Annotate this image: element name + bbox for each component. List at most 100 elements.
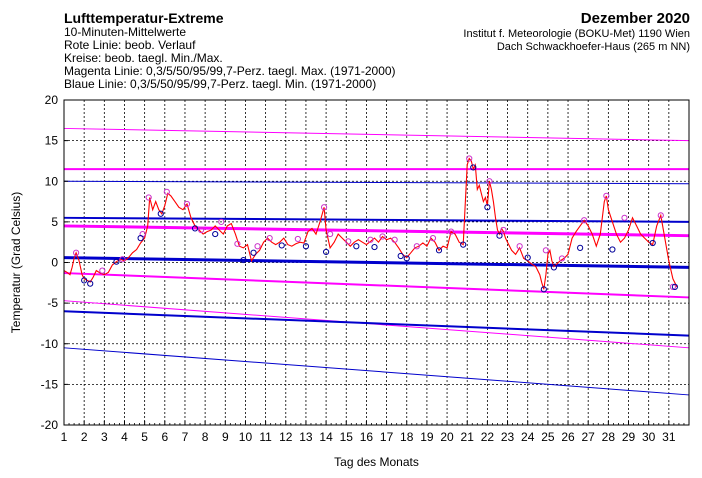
daily-max-point bbox=[466, 155, 473, 162]
max-percentile-line bbox=[63, 127, 690, 142]
daily-max-point bbox=[669, 283, 676, 290]
x-tick-label: 28 bbox=[602, 430, 616, 444]
x-tick-label: 6 bbox=[161, 430, 168, 444]
x-tick-label: 5 bbox=[141, 430, 148, 444]
x-tick-label: 21 bbox=[461, 430, 475, 444]
daily-min-point bbox=[609, 246, 616, 253]
daily-min-point bbox=[302, 243, 310, 250]
daily-max-point bbox=[542, 247, 549, 254]
y-axis-label: Temperatur (Grad Celsius) bbox=[9, 192, 23, 333]
daily-min-point bbox=[460, 241, 467, 248]
daily-max-point bbox=[447, 228, 455, 235]
daily-max-point bbox=[72, 249, 80, 256]
y-tick-label: -5 bbox=[47, 296, 58, 310]
daily-max-point bbox=[327, 230, 334, 238]
y-tick-label: -15 bbox=[41, 377, 59, 391]
min-percentile-line bbox=[63, 180, 690, 185]
daily-min-point bbox=[540, 286, 547, 293]
chart-header-right: Dezember 2020 Institut f. Meteorologie (… bbox=[463, 10, 690, 54]
daily-max-point bbox=[581, 217, 588, 224]
daily-max-point bbox=[163, 188, 170, 195]
daily-max-point bbox=[119, 256, 126, 263]
daily-max-point bbox=[379, 233, 386, 240]
daily-min-point bbox=[577, 244, 584, 251]
daily-max-point bbox=[486, 178, 493, 185]
observed-temperature-line bbox=[63, 157, 678, 290]
x-tick-label: 7 bbox=[182, 430, 189, 444]
daily-max-point bbox=[266, 235, 273, 242]
x-tick-label: 22 bbox=[481, 430, 495, 444]
daily-max-point bbox=[345, 238, 352, 245]
daily-min-point bbox=[240, 256, 247, 264]
daily-max-point bbox=[516, 243, 523, 250]
daily-max-point bbox=[500, 226, 507, 234]
daily-min-point bbox=[137, 235, 144, 242]
daily-max-point bbox=[558, 255, 566, 262]
min-percentile-line bbox=[63, 256, 690, 269]
daily-min-point bbox=[353, 243, 360, 250]
daily-max-point bbox=[99, 267, 106, 274]
x-tick-label: 4 bbox=[121, 430, 128, 444]
x-tick-label: 29 bbox=[622, 430, 636, 444]
daily-min-point bbox=[212, 230, 219, 238]
legend-circles: Kreise: beob. taegl. Min./Max. bbox=[64, 51, 223, 65]
daily-max-point bbox=[320, 204, 328, 211]
min-percentile-line bbox=[63, 347, 690, 396]
daily-max-point bbox=[254, 243, 261, 250]
x-tick-label: 23 bbox=[501, 430, 515, 444]
x-tick-label: 19 bbox=[420, 430, 434, 444]
institute-label: Institut f. Meteorologie (BOKU-Met) 1190… bbox=[463, 28, 690, 40]
x-axis-label: Tag des Monats bbox=[334, 455, 419, 469]
daily-max-point bbox=[429, 235, 437, 242]
daily-min-point bbox=[81, 277, 88, 284]
daily-max-point bbox=[183, 200, 191, 208]
chart-subtitle-resolution: 10-Minuten-Mittelwerte bbox=[64, 25, 187, 39]
chart-month: Dezember 2020 bbox=[580, 10, 690, 27]
daily-min-point bbox=[435, 247, 443, 254]
chart-title: Lufttemperatur-Extreme bbox=[64, 10, 224, 26]
x-tick-label: 1 bbox=[61, 430, 68, 444]
daily-min-point bbox=[113, 258, 120, 265]
daily-max-point bbox=[657, 212, 664, 219]
daily-min-point bbox=[470, 164, 477, 171]
x-tick-label: 17 bbox=[380, 430, 394, 444]
x-tick-label: 16 bbox=[360, 430, 374, 444]
daily-max-point bbox=[367, 236, 374, 243]
x-tick-label: 15 bbox=[340, 430, 354, 444]
y-tick-label: 10 bbox=[45, 174, 59, 188]
x-tick-label: 24 bbox=[521, 430, 535, 444]
x-tick-label: 13 bbox=[299, 430, 313, 444]
x-tick-label: 10 bbox=[239, 430, 253, 444]
min-percentile-line bbox=[63, 216, 690, 223]
x-tick-label: 11 bbox=[259, 430, 272, 444]
y-tick-label: 0 bbox=[51, 256, 58, 270]
x-tick-label: 14 bbox=[319, 430, 333, 444]
daily-min-point bbox=[278, 242, 285, 249]
daily-max-point bbox=[413, 243, 420, 250]
x-tick-label: 8 bbox=[202, 430, 209, 444]
daily-min-point bbox=[87, 280, 94, 287]
daily-min-point bbox=[550, 264, 558, 271]
daily-min-point bbox=[403, 255, 410, 262]
daily-max-point bbox=[621, 214, 628, 221]
y-tick-label: -10 bbox=[41, 337, 59, 351]
daily-min-point bbox=[496, 232, 503, 239]
y-tick-label: 20 bbox=[45, 93, 59, 107]
x-tick-label: 27 bbox=[582, 430, 596, 444]
daily-max-point bbox=[218, 218, 225, 225]
daily-min-point bbox=[371, 243, 378, 251]
x-tick-label: 9 bbox=[222, 430, 229, 444]
daily-max-point bbox=[603, 192, 610, 199]
x-tick-label: 31 bbox=[662, 430, 676, 444]
x-tick-label: 30 bbox=[642, 430, 656, 444]
daily-max-point bbox=[294, 235, 301, 243]
daily-min-point bbox=[484, 204, 491, 211]
y-tick-label: 15 bbox=[45, 134, 59, 148]
legend-magenta-line: Magenta Linie: 0,3/5/50/95/99,7-Perz. ta… bbox=[64, 64, 396, 78]
daily-min-point bbox=[250, 249, 257, 256]
legend-blue-line: Blaue Linie: 0,3/5/50/95/99,7-Perz. taeg… bbox=[64, 77, 377, 91]
daily-max-point bbox=[197, 226, 205, 234]
location-label: Dach Schwackhoefer-Haus (265 m NN) bbox=[496, 41, 690, 53]
daily-max-point bbox=[234, 240, 241, 247]
